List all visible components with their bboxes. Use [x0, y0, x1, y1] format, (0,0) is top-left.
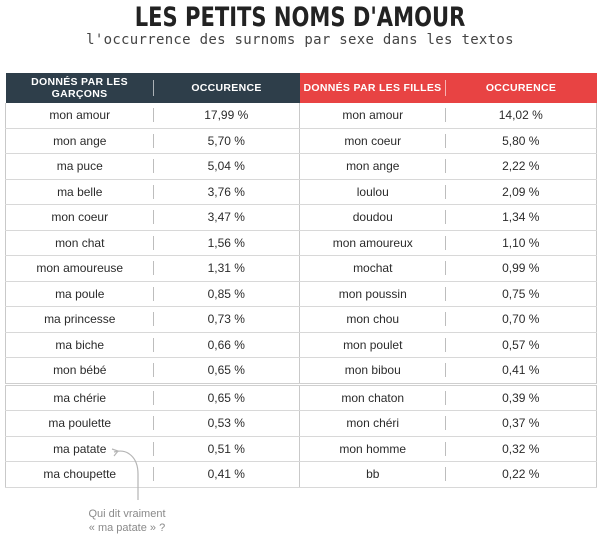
- table-row: ma princesse 0,73 % mon chou 0,70 %: [5, 306, 597, 333]
- boy-occurrence: 5,04 %: [153, 153, 300, 180]
- girl-nickname: mon ange: [299, 153, 446, 180]
- page-subtitle: l'occurrence des surnoms par sexe dans l…: [86, 32, 514, 48]
- boy-nickname: mon ange: [5, 128, 154, 154]
- girl-nickname: mon coeur: [299, 128, 446, 154]
- girl-occurrence: 0,22 %: [445, 461, 597, 488]
- boy-occurrence: 1,31 %: [153, 255, 300, 282]
- boy-occurrence: 0,41 %: [153, 461, 300, 488]
- header-girls-occurrence: OCCURENCE: [445, 73, 597, 103]
- table-row: ma patate 0,51 % mon homme 0,32 %: [5, 436, 597, 462]
- girl-nickname: mon amour: [299, 103, 446, 129]
- girl-nickname: loulou: [299, 179, 446, 205]
- boy-nickname: ma poulette: [5, 410, 154, 437]
- boy-nickname: ma belle: [5, 179, 154, 205]
- table-row: ma chérie 0,65 % mon chaton 0,39 %: [5, 382, 597, 411]
- girl-nickname: mon bibou: [299, 357, 446, 385]
- girl-nickname: mon poussin: [299, 281, 446, 307]
- boy-occurrence: 0,85 %: [153, 281, 300, 307]
- girl-nickname: mon chéri: [299, 410, 446, 437]
- boy-nickname: mon amoureuse: [5, 255, 154, 282]
- boy-nickname: ma patate: [5, 436, 154, 462]
- table-row: ma choupette 0,41 % bb 0,22 %: [5, 461, 597, 488]
- boy-occurrence: 0,73 %: [153, 306, 300, 333]
- girl-occurrence: 2,09 %: [445, 179, 597, 205]
- table-row: ma poulette 0,53 % mon chéri 0,37 %: [5, 410, 597, 437]
- table-row: mon amour 17,99 % mon amour 14,02 %: [5, 103, 597, 129]
- girl-nickname: mon chaton: [299, 382, 446, 411]
- table-row: ma puce 5,04 % mon ange 2,22 %: [5, 153, 597, 180]
- girl-occurrence: 0,99 %: [445, 255, 597, 282]
- girl-occurrence: 0,75 %: [445, 281, 597, 307]
- boy-occurrence: 1,56 %: [153, 230, 300, 256]
- girl-nickname: mon amoureux: [299, 230, 446, 256]
- boy-occurrence: 3,76 %: [153, 179, 300, 205]
- table-row: ma biche 0,66 % mon poulet 0,57 %: [5, 332, 597, 358]
- girl-occurrence: 2,22 %: [445, 153, 597, 180]
- girl-occurrence: 0,70 %: [445, 306, 597, 333]
- table-row: mon chat 1,56 % mon amoureux 1,10 %: [5, 230, 597, 256]
- table-row: mon ange 5,70 % mon coeur 5,80 %: [5, 128, 597, 154]
- girl-nickname: bb: [299, 461, 446, 488]
- girl-occurrence: 0,57 %: [445, 332, 597, 358]
- header-boys-occurrence: OCCURENCE: [153, 73, 300, 103]
- girl-occurrence: 5,80 %: [445, 128, 597, 154]
- boy-nickname: mon amour: [5, 103, 154, 129]
- boy-occurrence: 0,51 %: [153, 436, 300, 462]
- girl-nickname: doudou: [299, 204, 446, 231]
- table-row: ma belle 3,76 % loulou 2,09 %: [5, 179, 597, 205]
- boy-occurrence: 0,66 %: [153, 332, 300, 358]
- boy-nickname: ma poule: [5, 281, 154, 307]
- page-title: LES PETITS NOMS D'AMOUR: [134, 2, 466, 33]
- girl-occurrence: 14,02 %: [445, 103, 597, 129]
- girl-occurrence: 0,39 %: [445, 382, 597, 411]
- boy-occurrence: 0,65 %: [153, 357, 300, 385]
- boy-occurrence: 3,47 %: [153, 204, 300, 231]
- annotation-note: Qui dit vraiment « ma patate » ?: [72, 507, 182, 535]
- annotation-line-2: « ma patate » ?: [88, 522, 166, 534]
- boy-nickname: ma puce: [5, 153, 154, 180]
- girl-occurrence: 1,10 %: [445, 230, 597, 256]
- boy-occurrence: 0,65 %: [153, 382, 300, 411]
- girl-nickname: mon chou: [299, 306, 446, 333]
- girl-nickname: mochat: [299, 255, 446, 282]
- girl-occurrence: 1,34 %: [445, 204, 597, 231]
- girl-occurrence: 0,37 %: [445, 410, 597, 437]
- boy-nickname: mon coeur: [5, 204, 154, 231]
- nicknames-table: DONNÉS PAR LES GARÇONS OCCURENCE DONNÉS …: [5, 73, 597, 488]
- boy-nickname: mon bébé: [5, 357, 154, 385]
- table-body: mon amour 17,99 % mon amour 14,02 % mon ange…: [5, 103, 597, 488]
- boy-occurrence: 0,53 %: [153, 410, 300, 437]
- girl-occurrence: 0,41 %: [445, 357, 597, 385]
- boy-occurrence: 5,70 %: [153, 128, 300, 154]
- annotation-line-1: Qui dit vraiment: [88, 508, 166, 520]
- boy-nickname: ma chérie: [5, 382, 154, 411]
- girl-occurrence: 0,32 %: [445, 436, 597, 462]
- table-header-row: DONNÉS PAR LES GARÇONS OCCURENCE DONNÉS …: [5, 73, 597, 103]
- table-row: mon bébé 0,65 % mon bibou 0,41 %: [5, 357, 597, 385]
- table-row: mon coeur 3,47 % doudou 1,34 %: [5, 204, 597, 231]
- boy-nickname: ma princesse: [5, 306, 154, 333]
- girl-nickname: mon poulet: [299, 332, 446, 358]
- table-row: mon amoureuse 1,31 % mochat 0,99 %: [5, 255, 597, 282]
- boy-occurrence: 17,99 %: [153, 103, 300, 129]
- header-boys-names: DONNÉS PAR LES GARÇONS: [5, 73, 154, 103]
- boy-nickname: ma choupette: [5, 461, 154, 488]
- table-row: ma poule 0,85 % mon poussin 0,75 %: [5, 281, 597, 307]
- header-girls-names: DONNÉS PAR LES FILLES: [299, 73, 446, 103]
- girl-nickname: mon homme: [299, 436, 446, 462]
